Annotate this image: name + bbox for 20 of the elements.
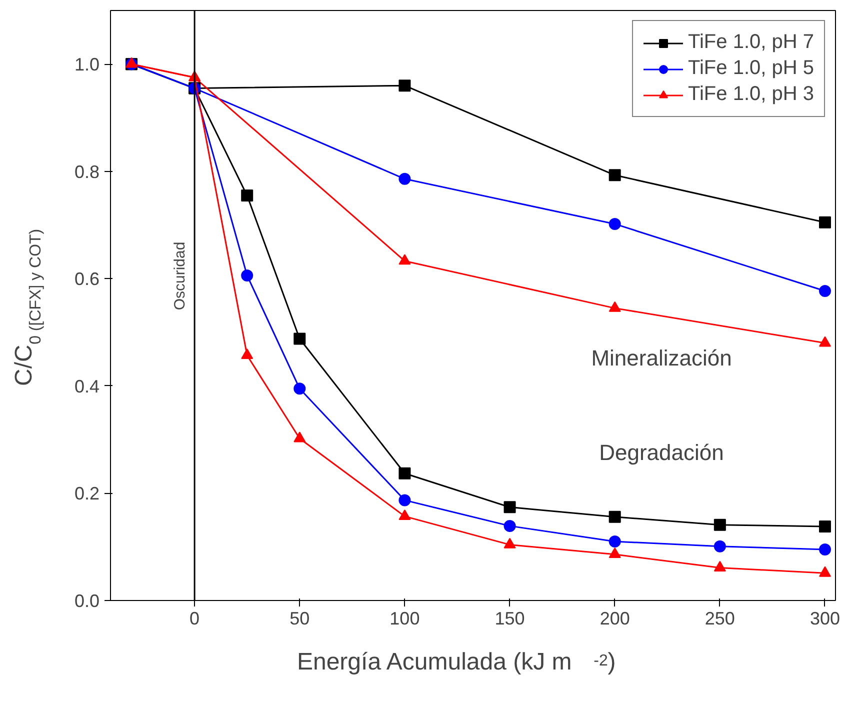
x-tick-label: 100 (390, 608, 420, 628)
x-tick-label: 150 (494, 608, 525, 628)
y-axis-title: C/C0 ([CFX] y COT) (10, 228, 44, 386)
y-tick-label: 0.2 (74, 484, 100, 504)
y-tick-label: 1.0 (74, 54, 100, 75)
y-tick-label: 0.6 (74, 269, 100, 290)
legend-label: TiFe 1.0, pH 3 (688, 83, 814, 106)
y-tick-label: 0.8 (74, 162, 100, 182)
y-tick-label: 0.4 (74, 376, 100, 396)
x-tick-label: 200 (600, 608, 630, 628)
x-tick-label: 50 (290, 608, 310, 628)
ref-line-label: Oscuridad (172, 242, 189, 310)
annotation: Mineralización (591, 345, 732, 370)
x-tick-label: 300 (810, 608, 840, 628)
y-tick-label: 0.0 (74, 591, 100, 611)
annotation: Degradación (599, 440, 724, 465)
legend-label: TiFe 1.0, pH 7 (688, 31, 814, 54)
x-tick-label: 0 (190, 608, 200, 628)
x-tick-label: 250 (704, 608, 735, 628)
legend-label: TiFe 1.0, pH 5 (688, 57, 814, 80)
